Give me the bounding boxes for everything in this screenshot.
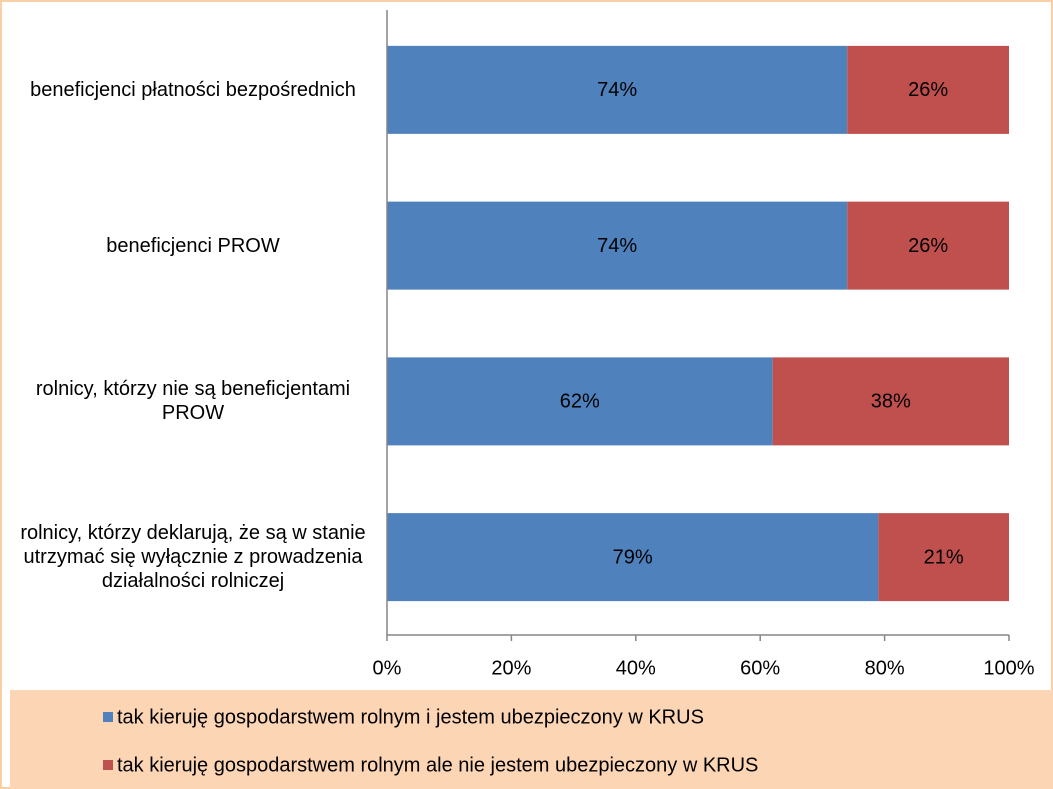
data-label: 26% [908, 79, 948, 101]
y-tick-label: beneficjenci PROW [106, 234, 280, 257]
data-label: 26% [908, 235, 948, 257]
data-label: 62% [560, 391, 600, 413]
bar-segment [387, 45, 848, 134]
x-tick-label: 80% [865, 657, 905, 679]
bar-segment [878, 513, 1009, 602]
legend-label: tak kieruję gospodarstwem rolnym ale nie… [117, 754, 758, 776]
data-label: 74% [597, 235, 637, 257]
bar-segment [847, 45, 1009, 134]
legend-swatch [103, 712, 113, 722]
legend-box [10, 690, 1053, 789]
y-tick-label: beneficjenci płatności bezpośrednich [30, 78, 356, 101]
bar-segment [387, 357, 773, 446]
data-label: 79% [613, 546, 653, 568]
y-tick-label: rolnicy, którzy deklarują, że są w stani… [20, 522, 366, 593]
data-label: 21% [924, 546, 964, 568]
x-tick-label: 40% [616, 657, 656, 679]
x-tick-label: 60% [740, 657, 780, 679]
x-tick-label: 100% [983, 657, 1034, 679]
bar-segment [387, 201, 848, 290]
legend-label: tak kieruję gospodarstwem rolnym i jeste… [117, 706, 704, 728]
data-label: 38% [871, 391, 911, 413]
bar-segment [772, 357, 1009, 446]
x-tick-label: 20% [491, 657, 531, 679]
legend-swatch [103, 760, 113, 770]
x-tick-label: 0% [373, 657, 402, 679]
y-tick-label: rolnicy, którzy nie są beneficjentami PR… [35, 378, 351, 425]
bar-segment [847, 201, 1009, 290]
bar-segment [387, 513, 879, 602]
data-label: 74% [597, 79, 637, 101]
